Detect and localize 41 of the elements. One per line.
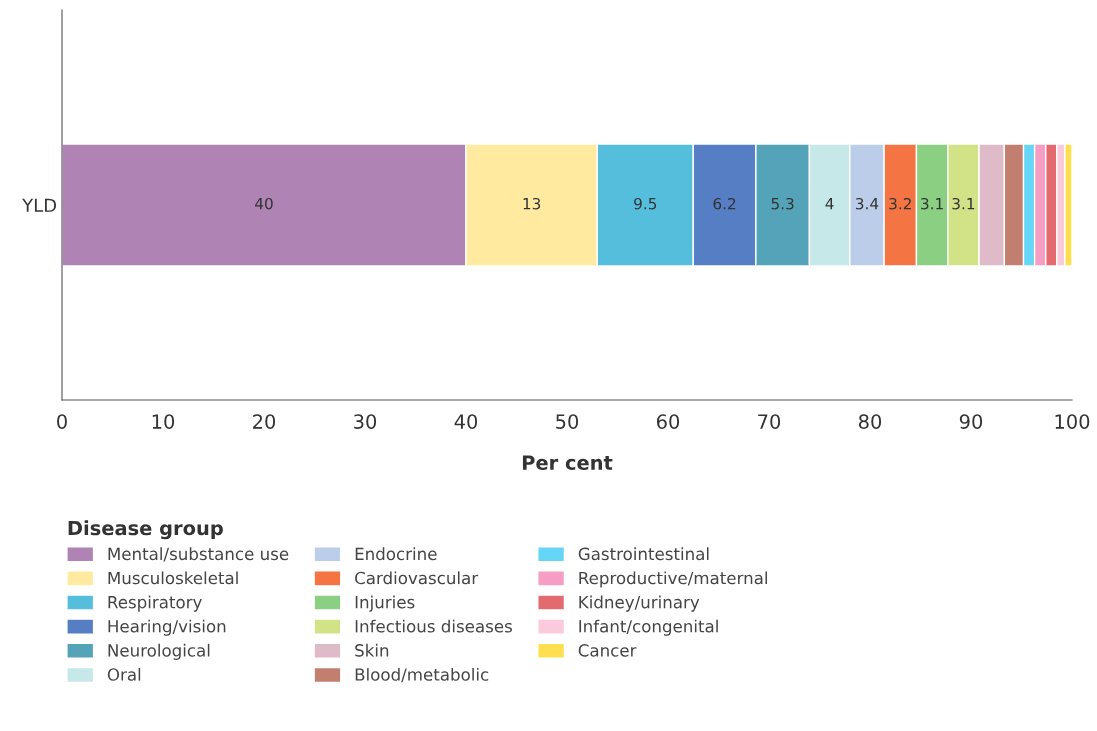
x-tick-label: 20 — [253, 414, 276, 429]
y-tick-label: YLD — [22, 198, 57, 212]
x-tick-label: 60 — [656, 414, 680, 429]
legend-label: Injuries — [355, 595, 415, 612]
x-tick-label: 10 — [152, 414, 175, 429]
x-tick-label: 80 — [858, 414, 882, 429]
legend-label: Respiratory — [108, 595, 202, 612]
legend-label: Mental/substance use — [108, 547, 289, 562]
x-axis-title: Per cent — [522, 455, 613, 470]
x-tick-label: 30 — [354, 414, 377, 429]
legend-title: Disease group — [68, 520, 223, 540]
data-label: 5.3 — [771, 197, 794, 210]
legend-label: Cancer — [578, 644, 637, 657]
data-label: 3.1 — [952, 197, 975, 210]
legend-label: Musculoskeletal — [108, 571, 238, 585]
legend-label: Skin — [355, 643, 389, 657]
data-label: 3.1 — [921, 197, 943, 210]
data-label: 3.4 — [855, 197, 879, 210]
x-tick-label: 50 — [556, 414, 579, 429]
x-tick-label: 0 — [57, 414, 67, 429]
x-tick-label: 70 — [758, 414, 781, 429]
legend-label: Kidney/urinary — [579, 595, 700, 612]
legend-label: Infant/congenital — [579, 619, 718, 636]
x-tick-label: 100 — [1055, 414, 1090, 429]
data-label: 3.2 — [889, 197, 911, 210]
legend-label: Blood/metabolic — [355, 667, 489, 683]
legend-label: Neurological — [108, 643, 210, 660]
data-label: 4 — [825, 198, 834, 210]
legend-label: Cardiovascular — [355, 571, 479, 585]
legend-label: Oral — [107, 667, 141, 681]
legend-label: Infectious diseases — [355, 619, 512, 633]
data-label: 40 — [255, 197, 273, 210]
x-tick-label: 40 — [454, 414, 478, 429]
legend-label: Hearing/vision — [108, 619, 226, 636]
data-label: 9.5 — [634, 197, 657, 210]
legend-label: Endocrine — [355, 547, 437, 561]
legend-label: Reproductive/maternal — [579, 571, 767, 588]
x-tick-label: 90 — [959, 414, 983, 429]
data-label: 13 — [523, 197, 541, 210]
data-label: 6.2 — [713, 197, 736, 210]
legend-label: Gastrointestinal — [578, 547, 709, 561]
